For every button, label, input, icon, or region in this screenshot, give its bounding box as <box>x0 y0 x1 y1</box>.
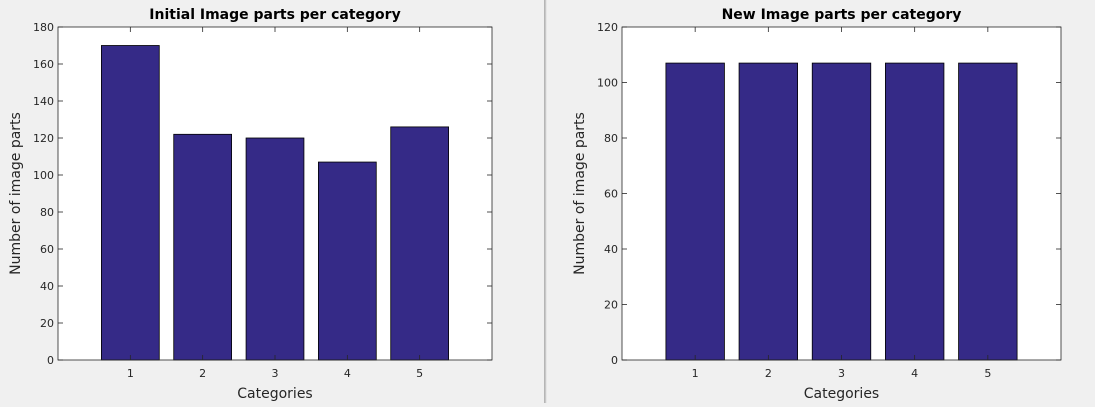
y-tick-label: 60 <box>604 188 618 201</box>
y-tick-label: 60 <box>40 243 54 256</box>
x-tick-label: 2 <box>765 367 772 380</box>
y-tick-label: 100 <box>33 169 54 182</box>
bar-category-3 <box>811 62 872 361</box>
bar-category-1 <box>665 62 725 361</box>
x-axis-label: Categories <box>237 386 312 402</box>
bar-category-4 <box>317 161 377 361</box>
x-tick-label: 3 <box>272 367 279 380</box>
bar-category-2 <box>738 62 798 361</box>
chart-title: New Image parts per category <box>722 7 962 23</box>
panel-divider[interactable] <box>544 0 547 403</box>
x-tick-label: 1 <box>127 367 134 380</box>
x-axis-label: Categories <box>804 386 879 402</box>
y-tick-label: 40 <box>40 280 54 293</box>
initial-parts-chart: 0 20 40 60 80 100 120 140 160 180 1 2 3 4 5 Initial Ima… <box>8 7 493 402</box>
bar-category-5 <box>958 62 1018 361</box>
y-tick-label: 120 <box>33 132 54 145</box>
x-tick-label: 4 <box>344 367 351 380</box>
bar-category-4 <box>884 62 945 361</box>
y-tick-label: 0 <box>611 354 618 367</box>
x-tick-label: 4 <box>911 367 918 380</box>
left-chart-panel: 0 20 40 60 80 100 120 140 160 180 1 2 3 4 5 Initial Ima… <box>0 0 544 403</box>
y-tick-label: 80 <box>604 132 618 145</box>
x-tick-label: 5 <box>984 367 991 380</box>
y-tick-label: 180 <box>33 21 54 34</box>
bar-category-2 <box>173 133 233 361</box>
y-tick-label: 100 <box>597 77 618 90</box>
y-tick-label: 120 <box>597 21 618 34</box>
y-tick-label: 0 <box>47 354 54 367</box>
y-tick-label: 80 <box>40 206 54 219</box>
y-tick-label: 160 <box>33 58 54 71</box>
y-axis-label: Number of image parts <box>8 112 24 275</box>
bar-category-3 <box>245 137 305 361</box>
x-tick-label: 1 <box>692 367 699 380</box>
y-tick-label: 20 <box>604 299 618 312</box>
bar-category-1 <box>101 45 160 361</box>
right-chart-panel: 0 20 40 60 80 100 120 1 2 3 4 5 New Image parts per … <box>547 0 1095 403</box>
chart-title: Initial Image parts per category <box>149 7 400 23</box>
x-tick-label: 2 <box>199 367 206 380</box>
y-axis-label: Number of image parts <box>572 112 588 275</box>
new-parts-chart: 0 20 40 60 80 100 120 1 2 3 4 5 New Image parts per … <box>572 7 1062 402</box>
y-tick-label: 40 <box>604 243 618 256</box>
y-tick-label: 140 <box>33 95 54 108</box>
y-tick-label: 20 <box>40 317 54 330</box>
x-tick-label: 3 <box>838 367 845 380</box>
x-tick-label: 5 <box>416 367 423 380</box>
bar-category-5 <box>390 126 450 361</box>
